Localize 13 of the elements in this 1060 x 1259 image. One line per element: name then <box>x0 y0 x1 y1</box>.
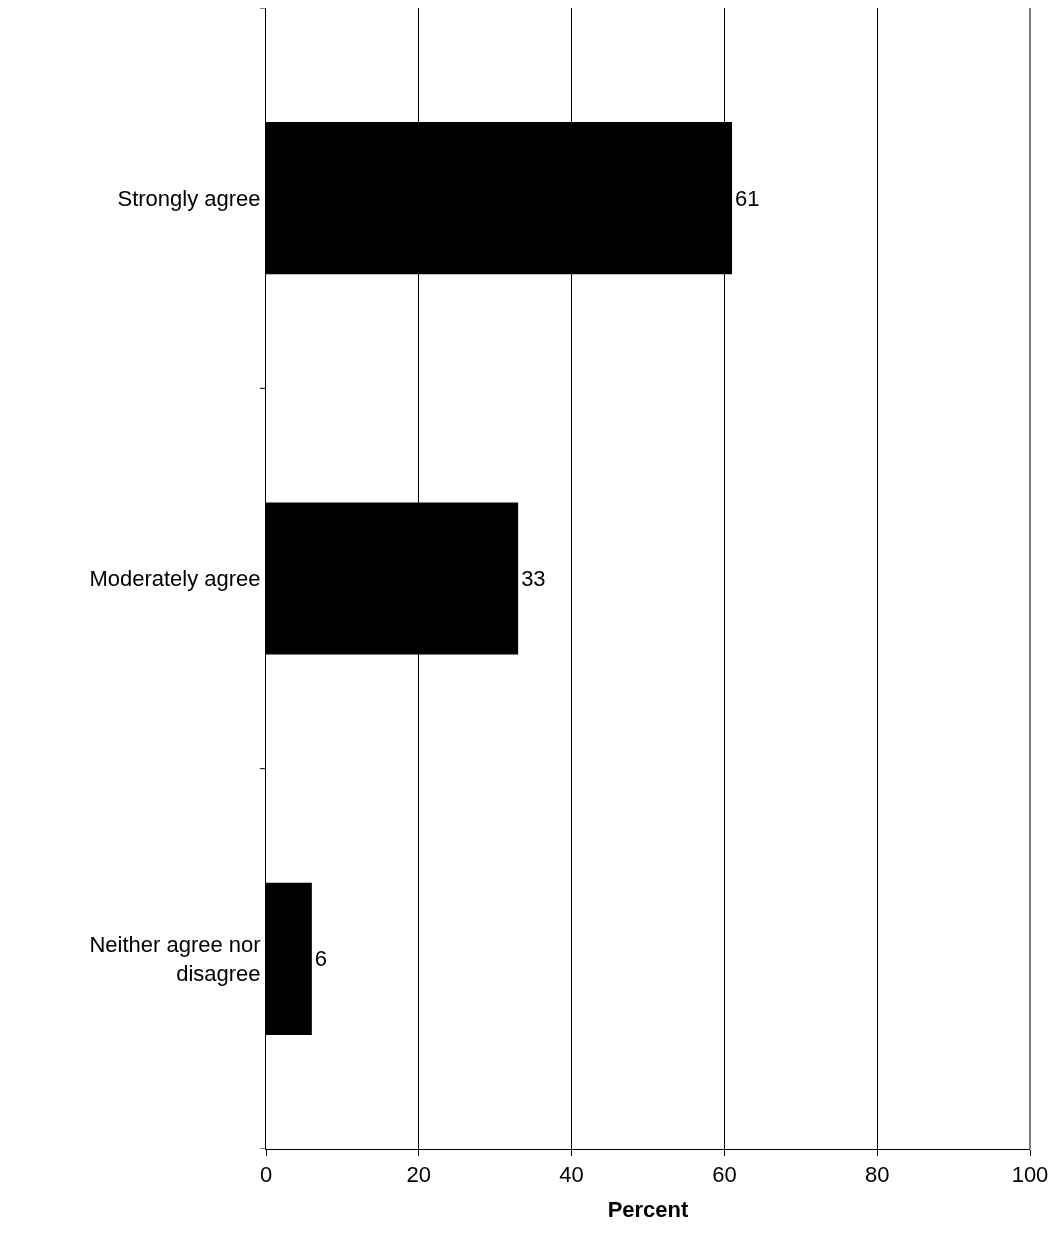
x-tick-label: 100 <box>1011 1162 1049 1188</box>
x-tick-label: 80 <box>864 1162 890 1188</box>
y-tick-label: Strongly agree <box>117 185 261 211</box>
x-tick-label: 60 <box>712 1162 737 1188</box>
y-tick-label: Neither agree nor disagree <box>89 932 261 986</box>
x-tick-label: 0 <box>259 1162 273 1188</box>
x-tick-label: 40 <box>559 1162 584 1188</box>
data-label: 33 <box>521 566 546 591</box>
y-tick-label: Moderately agree <box>89 566 261 592</box>
x-tick-label: 20 <box>406 1162 432 1188</box>
x-axis-title: Percent <box>607 1197 690 1223</box>
data-label: 61 <box>735 185 760 211</box>
data-label: 6 <box>314 946 328 972</box>
